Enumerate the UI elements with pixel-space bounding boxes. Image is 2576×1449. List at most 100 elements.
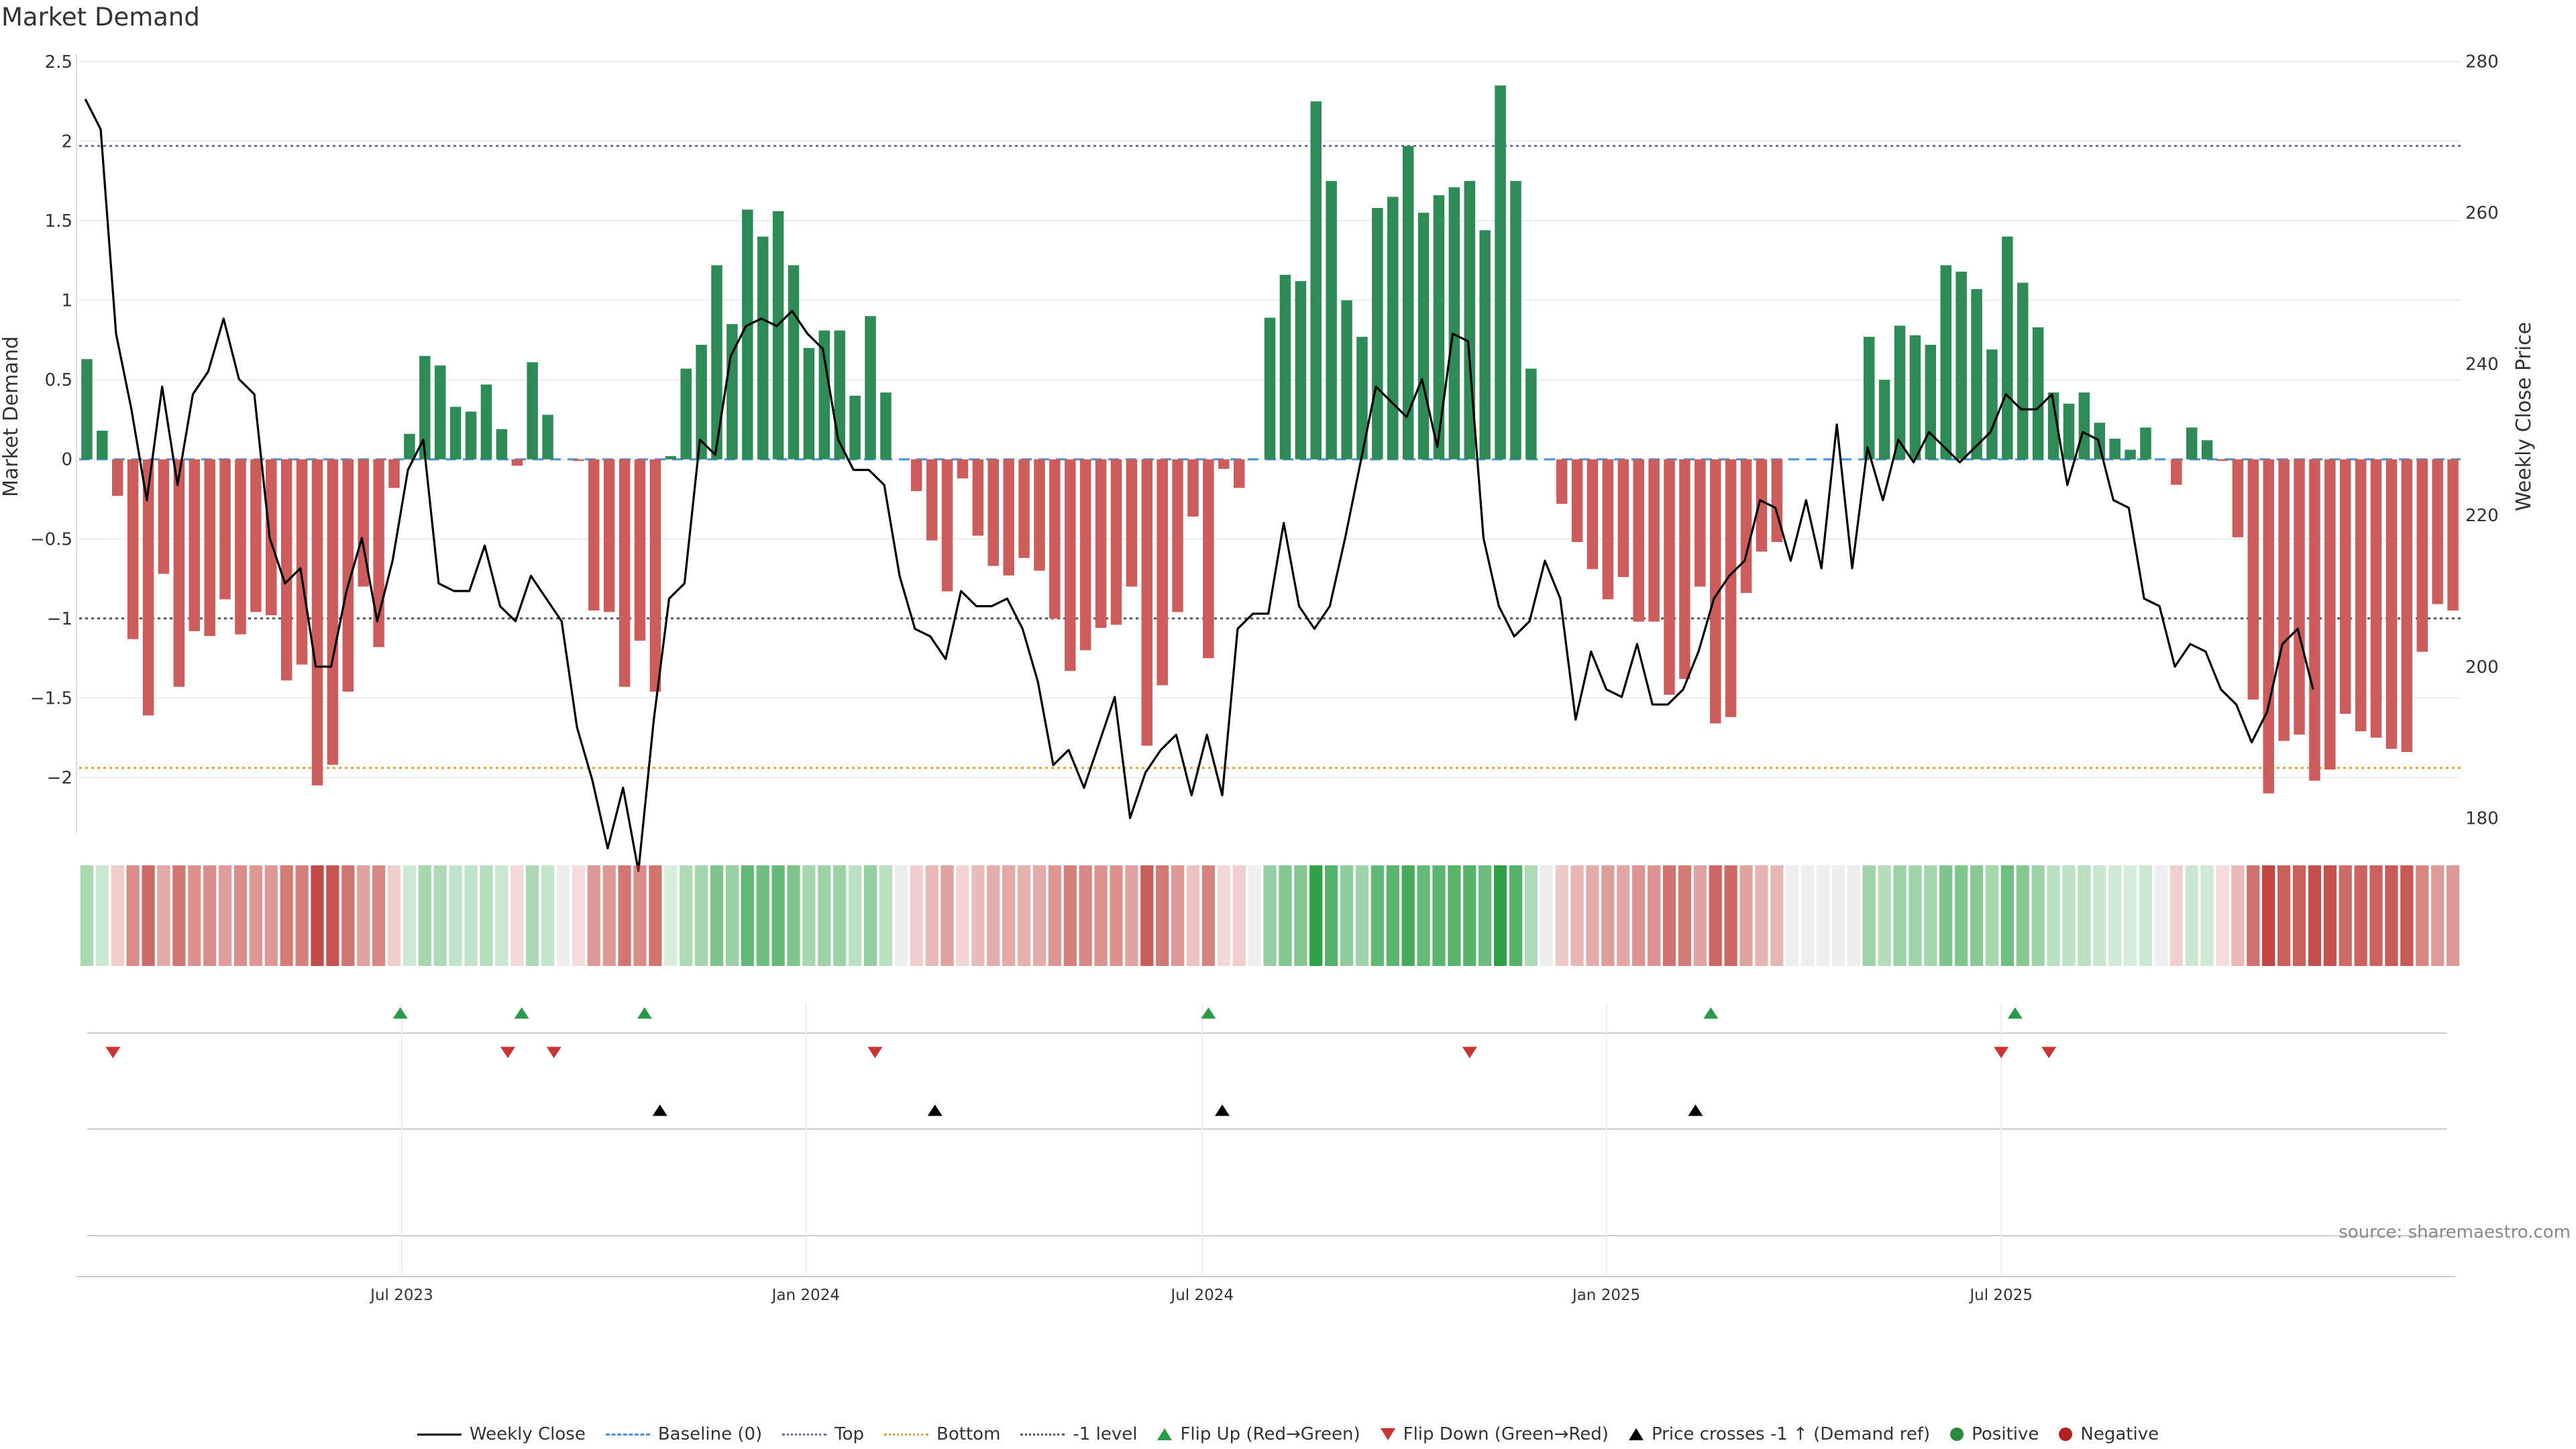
demand-bar-negative [926, 459, 938, 541]
heat-cell [1355, 865, 1369, 966]
demand-bar-positive [97, 431, 108, 460]
demand-bar-positive [1326, 180, 1337, 460]
heat-cell [1201, 865, 1216, 966]
heat-cell [725, 865, 739, 966]
demand-bar-positive [2094, 423, 2106, 460]
demand-bar-negative [2339, 459, 2351, 714]
heat-cell [2108, 865, 2122, 966]
demand-bar-positive [1417, 213, 1430, 460]
heat-cell [1770, 865, 1784, 966]
demand-bar-positive [742, 209, 753, 460]
demand-bar-positive [1341, 300, 1352, 460]
demand-bar-negative [1617, 459, 1629, 578]
heat-cell [2292, 865, 2306, 966]
heat-cell [2123, 865, 2137, 966]
demand-bar-negative [327, 459, 339, 765]
demand-bar-negative [957, 459, 969, 479]
heat-cell [402, 865, 417, 966]
heat-cell [111, 865, 124, 966]
heat-cell [2185, 865, 2198, 966]
demand-bar-negative [1034, 459, 1045, 571]
y2-tick-label: 220 [2465, 506, 2499, 526]
heat-cell [2323, 865, 2337, 966]
heat-cell [1232, 865, 1246, 966]
heat-cell [1079, 865, 1092, 966]
demand-bar-negative [1018, 459, 1030, 558]
y2-tick-label: 240 [2465, 355, 2499, 375]
heat-cell [1985, 865, 1999, 966]
y2-tick-label: 260 [2465, 203, 2499, 223]
heat-cell [1371, 865, 1384, 966]
demand-bar-negative [603, 459, 615, 612]
demand-bar-negative [388, 459, 400, 488]
y-tick-label: −2 [47, 768, 72, 788]
demand-bar-positive [1356, 337, 1368, 460]
heat-cell [833, 865, 847, 966]
heat-cell [495, 865, 508, 966]
heat-cell [1924, 865, 1937, 966]
heat-cell [802, 865, 816, 966]
demand-bar-positive [527, 362, 538, 460]
heat-cell [1693, 865, 1707, 966]
demand-bar-negative [1633, 459, 1644, 622]
legend-label: Baseline (0) [657, 1424, 763, 1444]
heat-cell [1786, 865, 1799, 966]
heat-cell [710, 865, 724, 966]
heat-cell [1309, 865, 1323, 966]
heat-cell [1540, 865, 1553, 966]
demand-bar-negative [1556, 459, 1568, 504]
demand-bar-negative [1218, 459, 1230, 469]
demand-bar-positive [834, 330, 845, 460]
demand-bar-positive [2201, 440, 2213, 460]
legend-label: Flip Down (Green→Red) [1403, 1424, 1609, 1444]
legend-label: Negative [2080, 1424, 2159, 1444]
demand-bar-positive [1909, 335, 1921, 460]
heat-cell [526, 865, 539, 966]
demand-bar-negative [1664, 459, 1675, 695]
heat-cell [2400, 865, 2414, 966]
signal-markers [87, 1003, 2447, 1275]
demand-bar-negative [112, 459, 123, 496]
y-tick-label: 1 [61, 291, 72, 311]
heat-cell [1156, 865, 1169, 966]
heat-cell [387, 865, 401, 966]
demand-bar-negative [1695, 459, 1706, 587]
demand-bar-negative [2355, 459, 2367, 732]
heat-cell [372, 865, 386, 966]
y2-tick-label: 200 [2465, 657, 2499, 678]
heat-cell [1248, 865, 1261, 966]
heat-cell [1509, 865, 1523, 966]
heat-cell [2231, 865, 2245, 966]
heat-cell [2431, 865, 2445, 966]
demand-bar-positive [803, 347, 815, 460]
y-tick-label: 0.5 [45, 370, 72, 390]
heat-cell [1448, 865, 1461, 966]
heat-cell [1586, 865, 1599, 966]
heat-cell [2216, 865, 2229, 966]
legend-top: Top [782, 1424, 864, 1444]
demand-bar-positive [1495, 85, 1506, 460]
demand-bar-negative [1157, 459, 1168, 686]
heat-cell [1417, 865, 1430, 966]
heat-cell [188, 865, 201, 966]
demand-bar-negative [1003, 459, 1014, 576]
heat-cell [203, 865, 217, 966]
heat-cell [1739, 865, 1753, 966]
demand-bar-negative [2171, 459, 2182, 485]
demand-bar-positive [1310, 101, 1322, 460]
heat-cell [2200, 865, 2214, 966]
y-tick-label: −1 [47, 609, 72, 629]
heat-cell [1662, 865, 1676, 966]
demand-bar-negative [142, 459, 154, 716]
heat-cell [464, 865, 478, 966]
demand-bar-positive [1510, 180, 1521, 460]
heat-cell [2078, 865, 2091, 966]
heat-cell [556, 865, 570, 966]
heat-cell [2093, 865, 2106, 966]
heat-cell [1294, 865, 1307, 966]
demand-heatstrip [80, 865, 2460, 966]
heat-cell [910, 865, 923, 966]
heat-cell [2354, 865, 2367, 966]
demand-bar-positive [542, 415, 553, 460]
y2-axis-title: Weekly Close Price [2512, 322, 2536, 511]
